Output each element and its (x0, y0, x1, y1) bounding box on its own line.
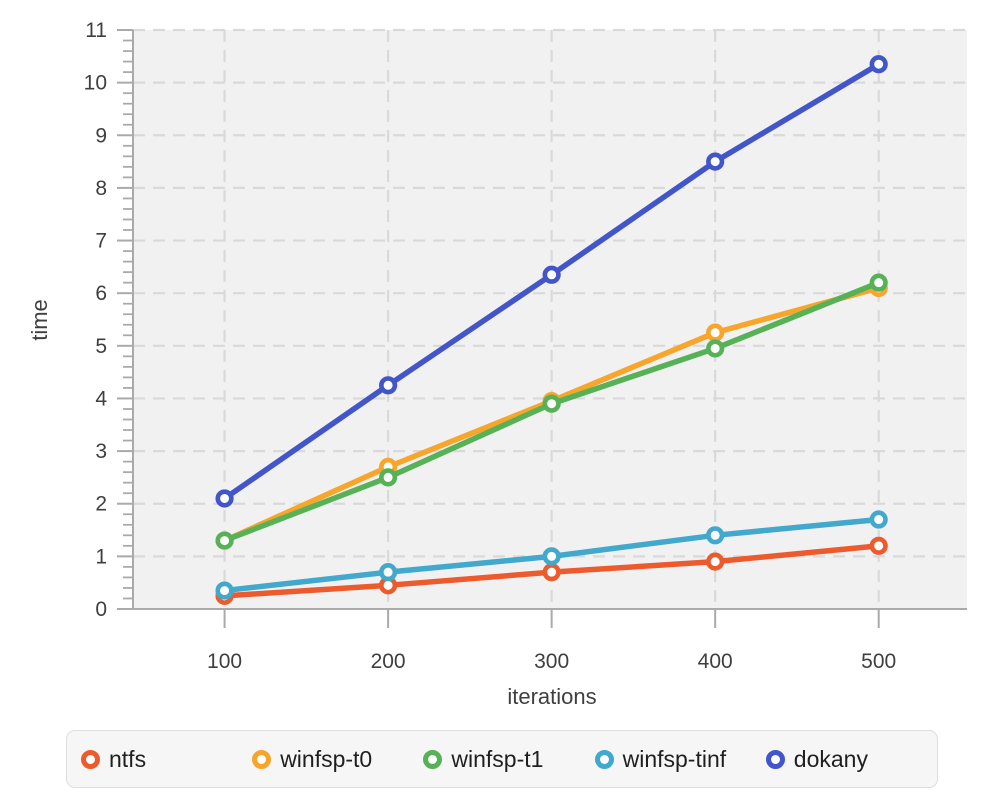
chart-legend: ntfs winfsp-t0 winfsp-t1 winfsp-tinf dokany (66, 730, 938, 788)
data-point-dokany (379, 376, 398, 395)
legend-label: ntfs (109, 745, 147, 772)
legend-marker-icon (594, 749, 614, 769)
legend-label: winfsp-t0 (280, 745, 373, 772)
data-point-winfsp-tinf (542, 547, 561, 566)
line-chart-svg: 0 1 2 3 4 5 6 7 8 9 10 11 100 200 300 400 500 (84, 19, 967, 673)
y-tick-label: 9 (95, 124, 107, 147)
x-tick-label: 200 (371, 650, 406, 673)
legend-item-dokany: dokany (765, 745, 937, 773)
data-point-winfsp-t1 (379, 468, 398, 487)
legend-label: winfsp-tinf (622, 745, 727, 772)
data-point-winfsp-tinf (869, 510, 888, 529)
x-tick-label: 500 (861, 650, 896, 673)
legend-label: winfsp-t1 (451, 745, 544, 772)
plot-panel (133, 30, 967, 609)
legend-marker-icon (765, 749, 785, 769)
data-point-winfsp-tinf (706, 526, 725, 545)
y-tick-label: 2 (95, 493, 107, 516)
y-tick-label: 10 (84, 72, 107, 95)
y-tick-label: 5 (95, 335, 107, 358)
legend-item-ntfs: ntfs (81, 746, 252, 773)
data-point-winfsp-tinf (215, 581, 234, 600)
y-tick-label: 4 (95, 387, 107, 410)
legend-marker-icon (423, 749, 443, 769)
x-axis-label: iterations (507, 684, 597, 709)
legend-item-winfsp-t1: winfsp-t1 (423, 746, 594, 773)
y-axis-label: time (27, 299, 52, 341)
y-tick-label: 7 (95, 230, 107, 253)
data-point-dokany (706, 152, 725, 171)
chart-area: 0 1 2 3 4 5 6 7 8 9 10 11 100 200 300 400 500 time itera… (27, 19, 967, 709)
legend-label: dokany (793, 745, 868, 772)
x-tick-label: 300 (534, 650, 569, 673)
x-tick-label: 100 (207, 650, 242, 673)
y-tick-label: 11 (85, 19, 107, 42)
data-point-winfsp-t1 (869, 273, 888, 292)
y-tick-label: 1 (95, 545, 107, 568)
data-point-winfsp-t1 (542, 394, 561, 413)
data-point-winfsp-tinf (379, 563, 398, 582)
y-tick-label: 0 (95, 598, 107, 621)
data-point-winfsp-t1 (706, 339, 725, 358)
legend-marker-icon (252, 749, 272, 769)
x-tick-label: 400 (698, 650, 733, 673)
data-point-ntfs (542, 563, 561, 582)
y-tick-label: 8 (95, 177, 107, 200)
legend-marker-icon (81, 749, 100, 769)
y-tick-label: 3 (95, 440, 107, 463)
data-point-ntfs (869, 536, 888, 555)
legend-item-winfsp-t0: winfsp-t0 (252, 746, 423, 773)
data-point-dokany (215, 489, 234, 508)
data-point-dokany (542, 265, 561, 284)
y-tick-label: 6 (95, 282, 107, 305)
data-point-winfsp-t1 (215, 531, 234, 550)
data-point-ntfs (706, 552, 725, 571)
data-point-winfsp-t0 (706, 323, 725, 342)
legend-item-winfsp-tinf: winfsp-tinf (594, 745, 766, 773)
data-point-dokany (869, 55, 888, 74)
